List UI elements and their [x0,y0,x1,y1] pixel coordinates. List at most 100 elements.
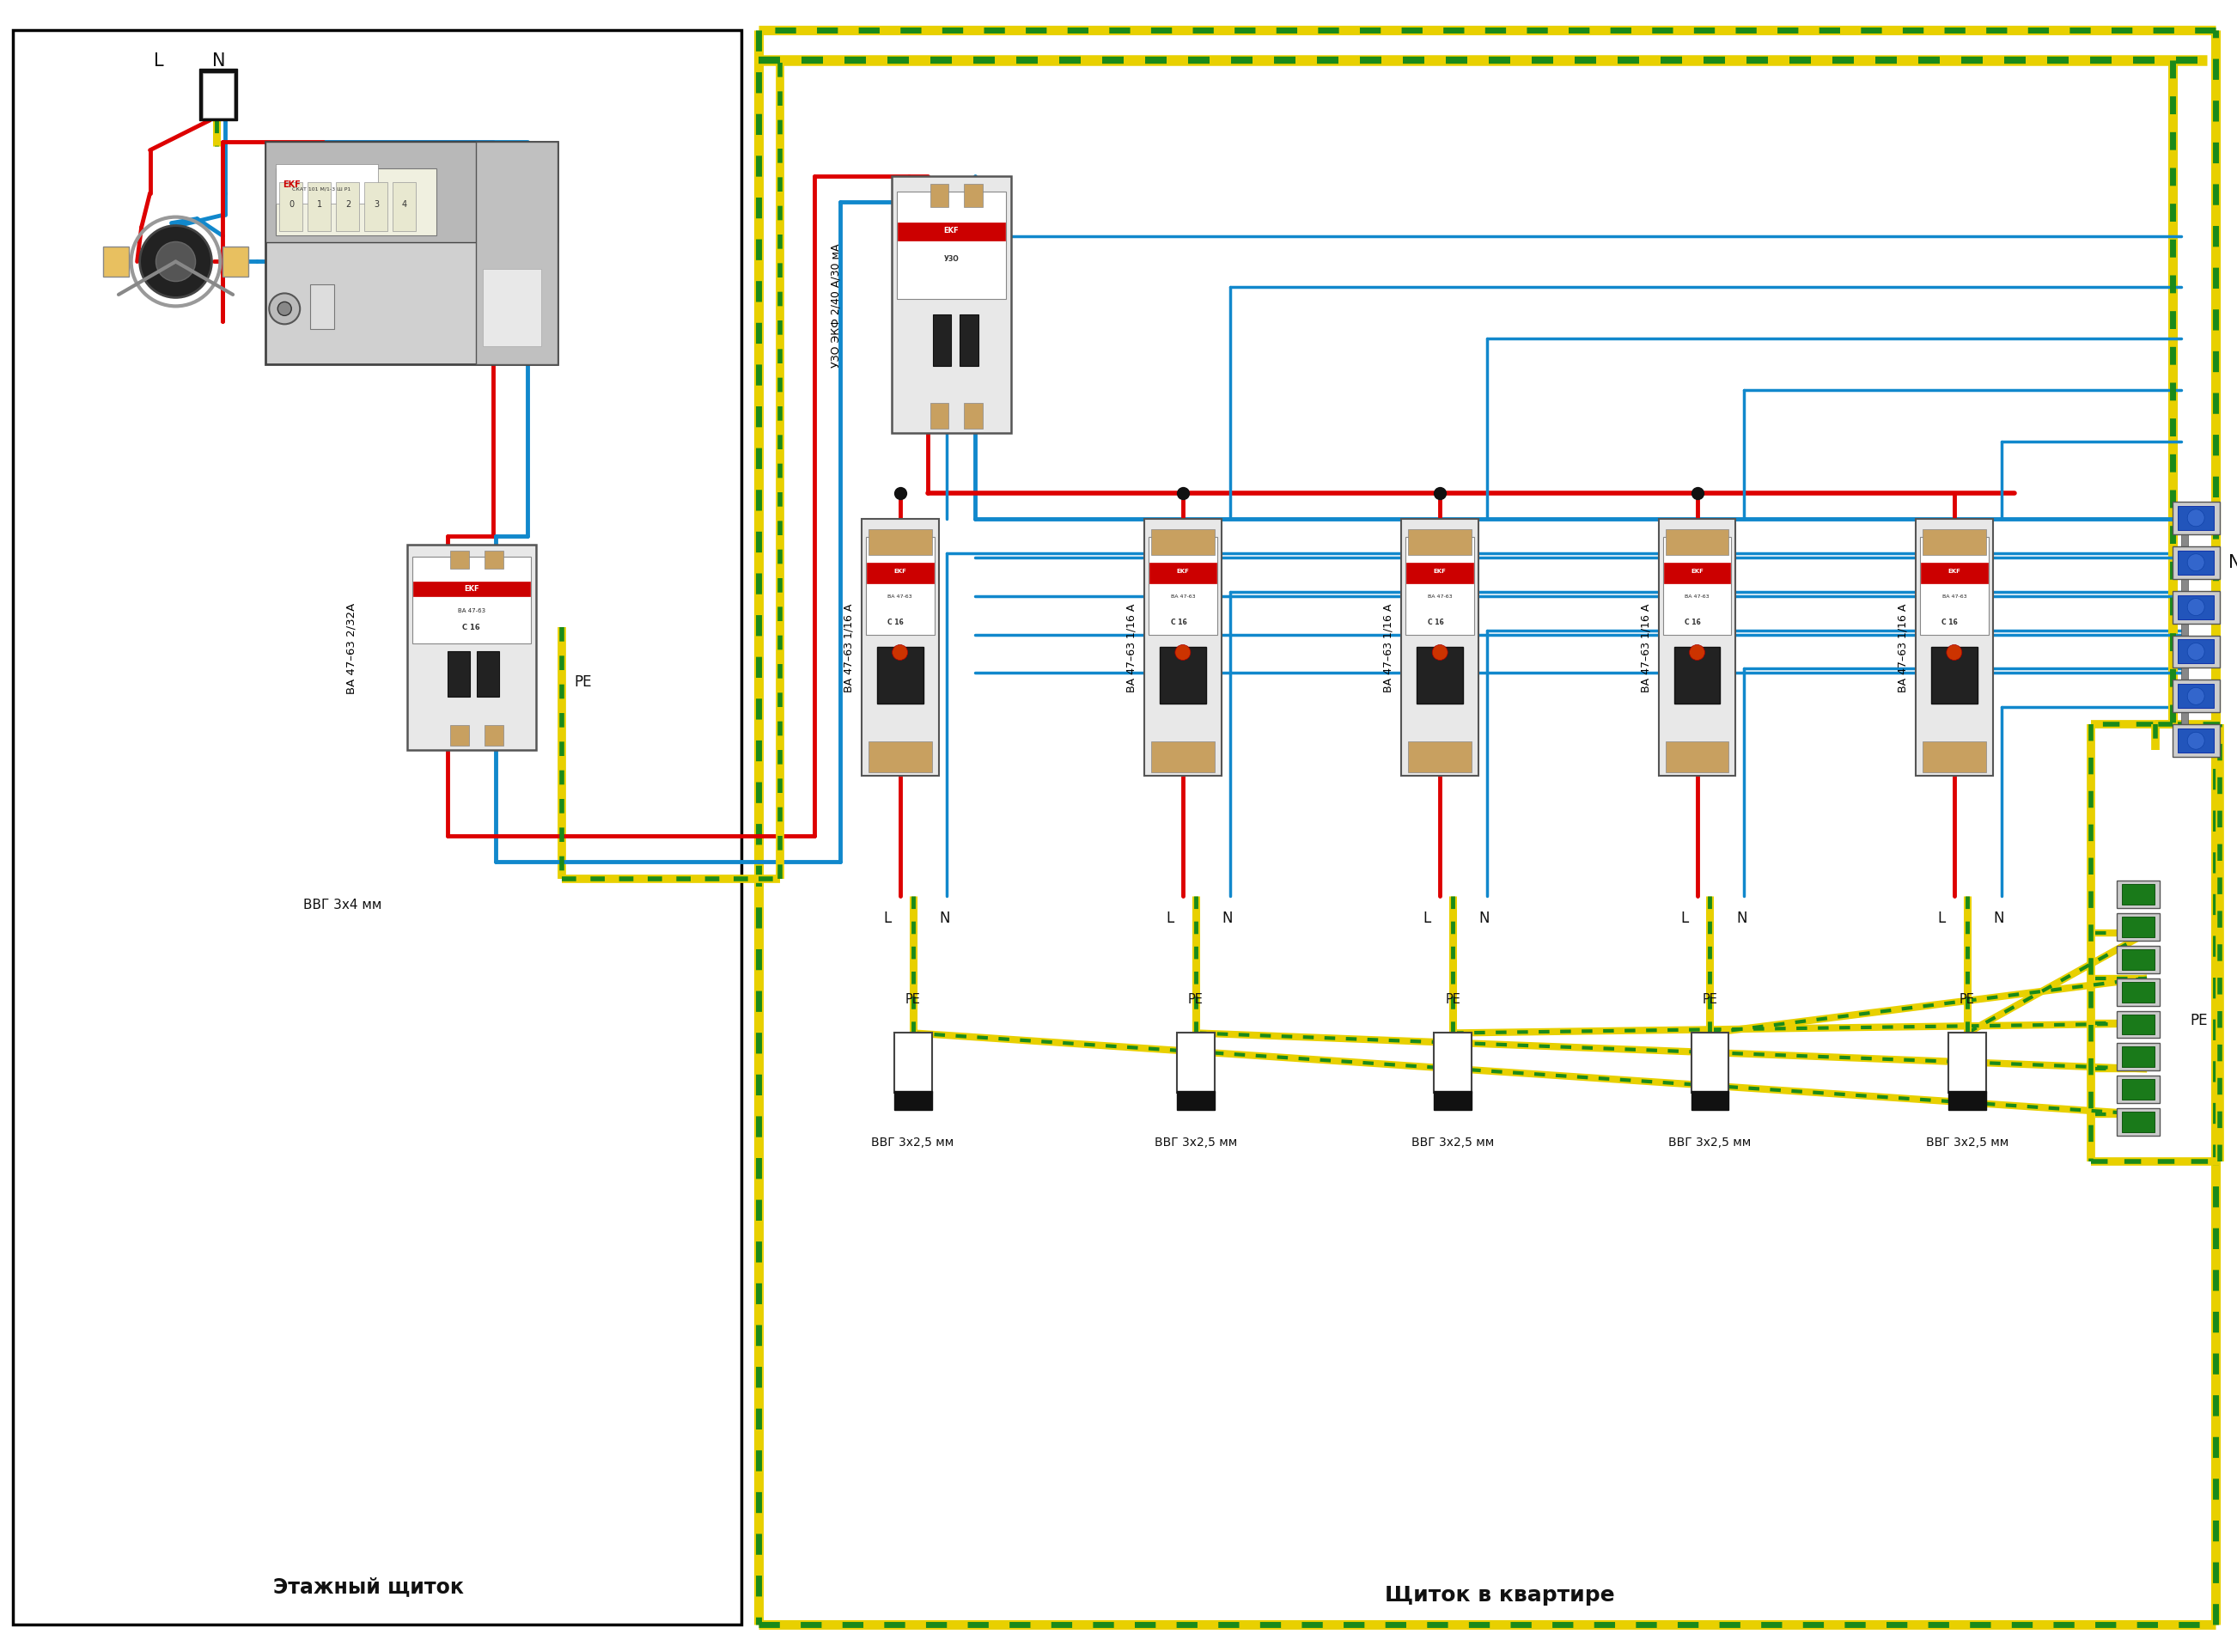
FancyBboxPatch shape [1658,519,1736,776]
Text: ВА 47-63: ВА 47-63 [1684,595,1709,598]
FancyBboxPatch shape [199,69,237,121]
Text: ВВГ 3х2,5 мм: ВВГ 3х2,5 мм [1669,1137,1752,1148]
FancyBboxPatch shape [1673,648,1720,704]
Circle shape [2188,689,2203,705]
FancyBboxPatch shape [2172,725,2219,758]
FancyBboxPatch shape [1434,1032,1472,1094]
Text: 0: 0 [289,200,293,210]
FancyBboxPatch shape [2172,502,2219,535]
Text: УЗО ЭКФ 2/40 А/30 мА: УЗО ЭКФ 2/40 А/30 мА [830,243,841,367]
FancyBboxPatch shape [1409,530,1472,555]
FancyBboxPatch shape [2116,914,2161,940]
FancyBboxPatch shape [2172,636,2219,669]
Text: N: N [1221,910,1233,925]
FancyBboxPatch shape [365,182,387,231]
FancyBboxPatch shape [866,563,933,583]
FancyBboxPatch shape [1948,1032,1986,1094]
FancyBboxPatch shape [266,142,557,365]
FancyBboxPatch shape [1664,530,1729,555]
FancyBboxPatch shape [1150,563,1217,583]
Text: N: N [213,53,226,69]
Text: PE: PE [2190,1013,2208,1028]
Text: EKF: EKF [463,585,479,591]
Circle shape [139,226,213,299]
FancyBboxPatch shape [407,545,535,750]
Text: 4: 4 [403,200,407,210]
Circle shape [2188,510,2203,527]
Text: N: N [2228,553,2237,570]
FancyBboxPatch shape [476,142,557,365]
FancyBboxPatch shape [336,182,360,231]
Text: C 16: C 16 [888,618,904,626]
FancyBboxPatch shape [2179,507,2215,530]
FancyBboxPatch shape [2116,1108,2161,1137]
Circle shape [157,243,195,282]
FancyBboxPatch shape [412,557,530,644]
FancyBboxPatch shape [1177,1092,1215,1110]
FancyBboxPatch shape [2179,596,2215,620]
FancyBboxPatch shape [1662,537,1731,634]
Text: ВА 47–63 1/16 А: ВА 47–63 1/16 А [1897,603,1908,692]
Text: ВА 47-63: ВА 47-63 [888,595,913,598]
FancyBboxPatch shape [2179,639,2215,664]
FancyBboxPatch shape [877,648,924,704]
FancyBboxPatch shape [280,182,302,231]
Text: ВА 47-63: ВА 47-63 [1170,595,1195,598]
FancyBboxPatch shape [483,725,503,747]
FancyBboxPatch shape [2179,552,2215,575]
FancyBboxPatch shape [1922,742,1986,773]
Circle shape [2188,644,2203,661]
FancyBboxPatch shape [931,185,948,208]
FancyBboxPatch shape [1664,563,1731,583]
FancyBboxPatch shape [483,552,503,570]
FancyBboxPatch shape [964,185,982,208]
Text: L: L [1165,910,1174,925]
Text: ВВГ 3х2,5 мм: ВВГ 3х2,5 мм [1412,1137,1494,1148]
Text: Этажный щиток: Этажный щиток [273,1576,463,1596]
FancyBboxPatch shape [1691,1032,1729,1094]
Text: EKF: EKF [1177,568,1190,573]
FancyBboxPatch shape [1434,1092,1472,1110]
FancyBboxPatch shape [2123,981,2154,1003]
Text: УЗО: УЗО [944,254,960,263]
Text: PE: PE [1960,993,1975,1006]
FancyBboxPatch shape [476,653,499,697]
FancyBboxPatch shape [224,246,248,278]
FancyBboxPatch shape [2172,591,2219,624]
Text: PE: PE [1188,993,1204,1006]
FancyBboxPatch shape [2179,684,2215,709]
Text: PE: PE [1702,993,1718,1006]
FancyBboxPatch shape [266,142,557,243]
Text: EKF: EKF [893,568,906,573]
Circle shape [277,302,291,316]
Text: ВА 47–63 1/16 А: ВА 47–63 1/16 А [1382,603,1394,692]
FancyBboxPatch shape [2116,1011,2161,1039]
FancyBboxPatch shape [275,165,378,205]
Circle shape [2188,555,2203,572]
FancyBboxPatch shape [2116,947,2161,973]
Text: N: N [1479,910,1490,925]
FancyBboxPatch shape [1664,742,1729,773]
FancyBboxPatch shape [1407,563,1474,583]
Circle shape [893,646,908,661]
Text: PE: PE [575,674,591,691]
FancyBboxPatch shape [1409,742,1472,773]
FancyBboxPatch shape [414,582,530,596]
FancyBboxPatch shape [1148,537,1217,634]
FancyBboxPatch shape [2116,978,2161,1006]
FancyBboxPatch shape [204,74,235,119]
FancyBboxPatch shape [868,530,931,555]
FancyBboxPatch shape [1177,1032,1215,1094]
FancyBboxPatch shape [1405,537,1474,634]
Text: L: L [1937,910,1946,925]
FancyBboxPatch shape [960,316,980,367]
FancyBboxPatch shape [933,316,951,367]
Circle shape [1432,646,1447,661]
Circle shape [1946,646,1962,661]
FancyBboxPatch shape [13,31,740,1624]
Text: ВВГ 3х2,5 мм: ВВГ 3х2,5 мм [1926,1137,2009,1148]
FancyBboxPatch shape [1152,530,1215,555]
FancyBboxPatch shape [895,1032,931,1094]
FancyBboxPatch shape [1922,563,1989,583]
Text: Щиток в квартире: Щиток в квартире [1385,1584,1615,1604]
